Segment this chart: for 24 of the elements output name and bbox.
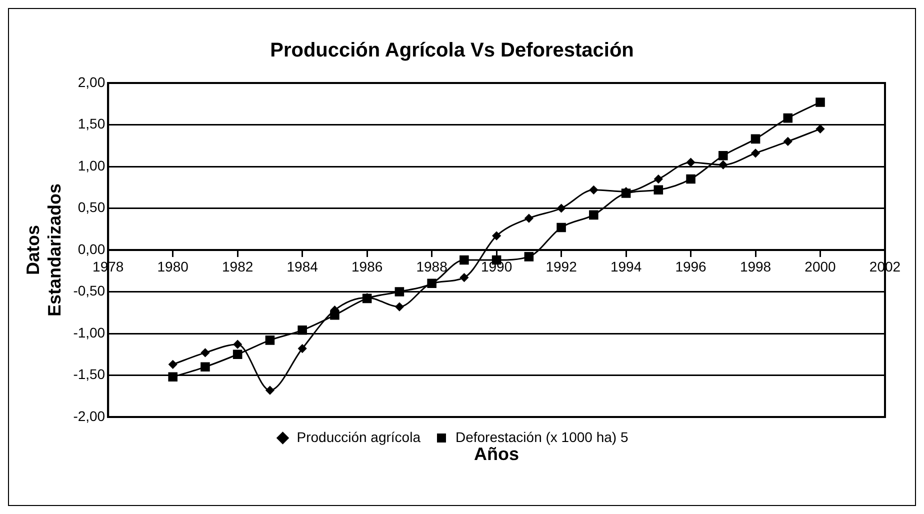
- x-tick-label: 1998: [740, 258, 772, 274]
- x-tick-label: 1984: [286, 258, 318, 274]
- x-tick-label: 1986: [351, 258, 383, 274]
- x-tick-label: 1982: [222, 258, 254, 274]
- y-tick-label: -1,00: [73, 324, 106, 340]
- y-tick-label: 1,00: [78, 157, 106, 174]
- legend-label: Deforestación (x 1000 ha) 5: [455, 428, 628, 445]
- y-tick-label: 0,00: [78, 240, 106, 257]
- x-tick-label: 1992: [546, 258, 578, 274]
- legend-label: Producción agrícola: [296, 428, 421, 445]
- x-tick-label: 1988: [416, 258, 448, 274]
- x-tick-label: 1994: [610, 258, 642, 274]
- chart-title: Producción Agrícola Vs Deforestación: [270, 40, 634, 62]
- y-tick-label: -0,50: [73, 282, 106, 299]
- x-tick-label: 1980: [157, 258, 189, 274]
- y-tick-label: -2,00: [73, 408, 106, 424]
- x-tick-label: 1996: [675, 258, 707, 274]
- x-tick-label: 2000: [804, 258, 836, 274]
- y-axis-title: Datos Estandarizados: [22, 183, 64, 317]
- y-tick-label: -1,50: [73, 366, 106, 382]
- y-tick-label: 2,00: [78, 74, 106, 90]
- y-tick-label: 1,50: [78, 116, 106, 132]
- y-tick-label: 0,50: [78, 199, 106, 216]
- x-axis-title: Años: [474, 444, 520, 464]
